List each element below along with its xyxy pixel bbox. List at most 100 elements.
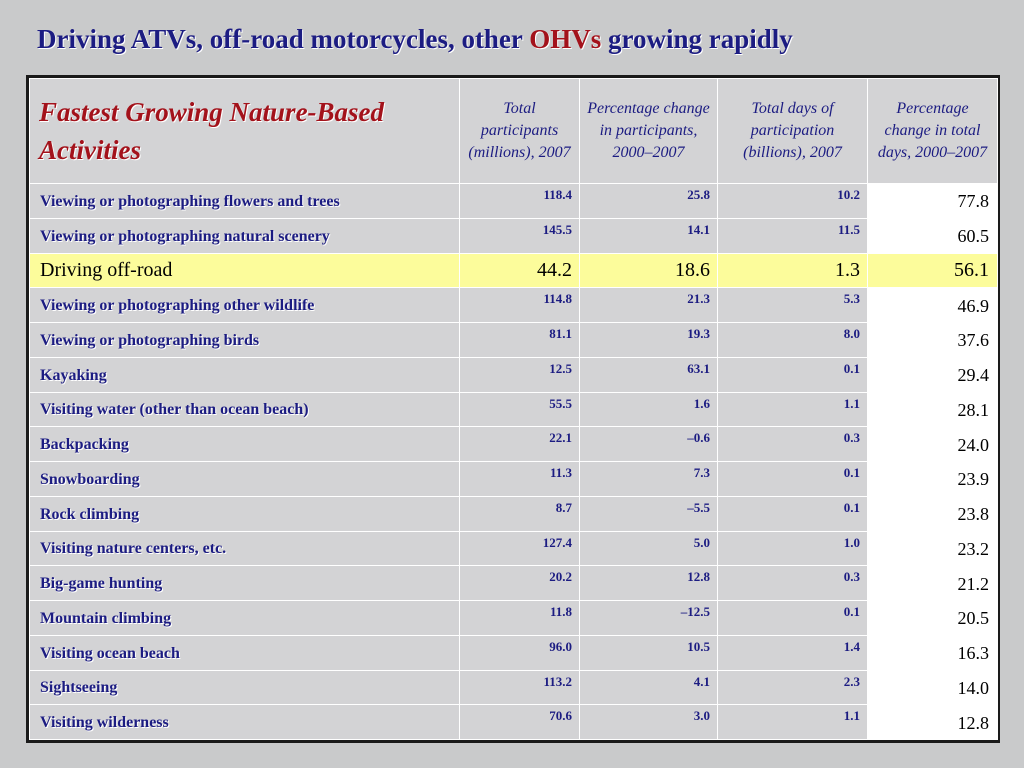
pct-participants-cell: 5.0 bbox=[579, 530, 718, 567]
pct-days-cell: 21.2 bbox=[867, 565, 998, 601]
participants-cell: 145.5 bbox=[459, 217, 580, 254]
slide-title-accent: OHVs bbox=[529, 24, 602, 54]
pct-days-cell: 46.9 bbox=[867, 287, 998, 323]
table-row: Viewing or photographing other wildlife 1… bbox=[29, 287, 998, 323]
pct-participants-cell: 12.8 bbox=[579, 565, 718, 601]
days-cell: 5.3 bbox=[717, 287, 868, 323]
table-row: Viewing or photographing flowers and tre… bbox=[29, 183, 998, 219]
pct-days-cell: 37.6 bbox=[867, 322, 998, 358]
participants-cell: 55.5 bbox=[459, 391, 580, 428]
pct-days-cell: 56.1 bbox=[867, 252, 998, 289]
table-row: Driving off-road 44.2 18.6 1.3 56.1 bbox=[29, 252, 998, 289]
activity-cell: Viewing or photographing birds bbox=[29, 322, 460, 358]
activity-cell: Backpacking bbox=[29, 426, 460, 462]
slide-title-suffix: growing rapidly bbox=[601, 24, 793, 54]
activity-cell: Viewing or photographing flowers and tre… bbox=[29, 183, 460, 219]
activity-cell: Visiting nature centers, etc. bbox=[29, 530, 460, 567]
days-cell: 0.1 bbox=[717, 356, 868, 393]
activity-cell: Visiting wilderness bbox=[29, 704, 460, 740]
pct-participants-cell: 1.6 bbox=[579, 391, 718, 428]
pct-participants-cell: –12.5 bbox=[579, 600, 718, 636]
activity-cell: Driving off-road bbox=[29, 252, 460, 289]
participants-cell: 11.8 bbox=[459, 600, 580, 636]
column-header-pct-participants: Percentage change in participants, 2000–… bbox=[579, 78, 718, 184]
pct-days-cell: 20.5 bbox=[867, 600, 998, 636]
participants-cell: 118.4 bbox=[459, 183, 580, 219]
days-cell: 0.3 bbox=[717, 565, 868, 601]
pct-days-cell: 23.8 bbox=[867, 495, 998, 532]
pct-days-cell: 60.5 bbox=[867, 217, 998, 254]
table-body: Viewing or photographing flowers and tre… bbox=[29, 183, 998, 740]
days-cell: 0.1 bbox=[717, 495, 868, 532]
activity-cell: Snowboarding bbox=[29, 461, 460, 497]
participants-cell: 12.5 bbox=[459, 356, 580, 393]
pct-days-cell: 24.0 bbox=[867, 426, 998, 462]
participants-cell: 22.1 bbox=[459, 426, 580, 462]
activity-cell: Rock climbing bbox=[29, 495, 460, 532]
days-cell: 2.3 bbox=[717, 669, 868, 706]
participants-cell: 11.3 bbox=[459, 461, 580, 497]
table-row: Snowboarding 11.3 7.3 0.1 23.9 bbox=[29, 461, 998, 497]
activity-cell: Viewing or photographing natural scenery bbox=[29, 217, 460, 254]
activity-cell: Mountain climbing bbox=[29, 600, 460, 636]
table-row: Visiting ocean beach 96.0 10.5 1.4 16.3 bbox=[29, 634, 998, 671]
pct-days-cell: 16.3 bbox=[867, 634, 998, 671]
pct-days-cell: 12.8 bbox=[867, 704, 998, 740]
table-row: Kayaking 12.5 63.1 0.1 29.4 bbox=[29, 356, 998, 393]
participants-cell: 20.2 bbox=[459, 565, 580, 601]
days-cell: 1.0 bbox=[717, 530, 868, 567]
participants-cell: 96.0 bbox=[459, 634, 580, 671]
days-cell: 8.0 bbox=[717, 322, 868, 358]
participants-cell: 70.6 bbox=[459, 704, 580, 740]
activity-cell: Kayaking bbox=[29, 356, 460, 393]
days-cell: 0.3 bbox=[717, 426, 868, 462]
table-row: Rock climbing 8.7 –5.5 0.1 23.8 bbox=[29, 495, 998, 532]
activity-cell: Visiting ocean beach bbox=[29, 634, 460, 671]
table-row: Mountain climbing 11.8 –12.5 0.1 20.5 bbox=[29, 600, 998, 636]
column-header-pct-days: Percentage change in total days, 2000–20… bbox=[867, 78, 998, 184]
days-cell: 1.1 bbox=[717, 391, 868, 428]
pct-participants-cell: 7.3 bbox=[579, 461, 718, 497]
days-cell: 0.1 bbox=[717, 461, 868, 497]
pct-days-cell: 28.1 bbox=[867, 391, 998, 428]
participants-cell: 113.2 bbox=[459, 669, 580, 706]
table-row: Visiting wilderness 70.6 3.0 1.1 12.8 bbox=[29, 704, 998, 740]
activity-cell: Sightseeing bbox=[29, 669, 460, 706]
column-header-participants: Total participants (millions), 2007 bbox=[459, 78, 580, 184]
pct-participants-cell: 25.8 bbox=[579, 183, 718, 219]
table-heading: Fastest Growing Nature-Based Activities bbox=[29, 78, 460, 184]
pct-participants-cell: 3.0 bbox=[579, 704, 718, 740]
slide-title: Driving ATVs, off-road motorcycles, othe… bbox=[37, 24, 793, 55]
pct-participants-cell: 10.5 bbox=[579, 634, 718, 671]
days-cell: 11.5 bbox=[717, 217, 868, 254]
pct-participants-cell: 19.3 bbox=[579, 322, 718, 358]
table-row: Backpacking 22.1 –0.6 0.3 24.0 bbox=[29, 426, 998, 462]
activity-cell: Visiting water (other than ocean beach) bbox=[29, 391, 460, 428]
table-row: Sightseeing 113.2 4.1 2.3 14.0 bbox=[29, 669, 998, 706]
table-header-row: Fastest Growing Nature-Based Activities … bbox=[29, 78, 998, 184]
pct-days-cell: 77.8 bbox=[867, 183, 998, 219]
pct-participants-cell: –0.6 bbox=[579, 426, 718, 462]
days-cell: 1.1 bbox=[717, 704, 868, 740]
table-row: Visiting nature centers, etc. 127.4 5.0 1.0… bbox=[29, 530, 998, 567]
table-row: Visiting water (other than ocean beach) 5… bbox=[29, 391, 998, 428]
table-row: Viewing or photographing natural scenery… bbox=[29, 217, 998, 254]
pct-participants-cell: 14.1 bbox=[579, 217, 718, 254]
activities-table-frame: Fastest Growing Nature-Based Activities … bbox=[26, 75, 1000, 743]
table-row: Big-game hunting 20.2 12.8 0.3 21.2 bbox=[29, 565, 998, 601]
participants-cell: 81.1 bbox=[459, 322, 580, 358]
participants-cell: 44.2 bbox=[459, 252, 580, 289]
slide-title-prefix: Driving ATVs, off-road motorcycles, othe… bbox=[37, 24, 530, 54]
days-cell: 1.4 bbox=[717, 634, 868, 671]
pct-participants-cell: 63.1 bbox=[579, 356, 718, 393]
activity-cell: Viewing or photographing other wildlife bbox=[29, 287, 460, 323]
days-cell: 10.2 bbox=[717, 183, 868, 219]
participants-cell: 127.4 bbox=[459, 530, 580, 567]
column-header-days: Total days of participation (billions), … bbox=[717, 78, 868, 184]
participants-cell: 8.7 bbox=[459, 495, 580, 532]
pct-participants-cell: 21.3 bbox=[579, 287, 718, 323]
participants-cell: 114.8 bbox=[459, 287, 580, 323]
pct-days-cell: 29.4 bbox=[867, 356, 998, 393]
pct-days-cell: 23.2 bbox=[867, 530, 998, 567]
activity-cell: Big-game hunting bbox=[29, 565, 460, 601]
